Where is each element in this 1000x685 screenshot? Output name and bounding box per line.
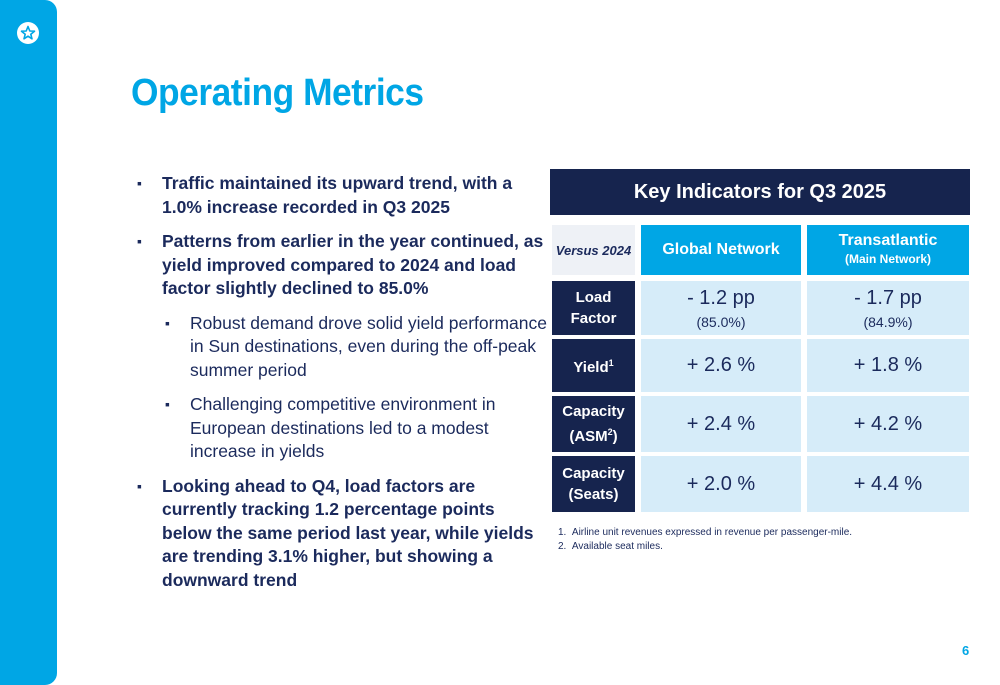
versus-label: Versus 2024	[552, 225, 635, 275]
row-label: Factor	[570, 310, 617, 327]
bullet-list: Traffic maintained its upward trend, wit…	[137, 172, 547, 603]
sub-bullet-item: Challenging competitive environment in E…	[137, 393, 547, 464]
table-cell: - 1.2 pp (85.0%)	[641, 281, 801, 335]
footnote: 1. Airline unit revenues expressed in re…	[558, 527, 853, 538]
row-header-capacity-asm: Capacity (ASM2)	[552, 396, 635, 452]
cell-value: + 1.8 %	[853, 354, 923, 376]
cell-value: + 4.4 %	[853, 472, 923, 495]
table-cell: + 1.8 %	[807, 339, 969, 392]
sidebar-band	[0, 0, 57, 685]
column-header-transatlantic-label: Transatlantic	[838, 232, 938, 249]
row-header-yield: Yield1	[552, 339, 635, 392]
footnote: 2. Available seat miles.	[558, 541, 663, 552]
cell-value: - 1.2 pp	[687, 286, 755, 309]
column-header-transatlantic: Transatlantic (Main Network)	[807, 225, 969, 275]
row-label: Yield1	[573, 358, 614, 376]
bullet-item: Looking ahead to Q4, load factors are cu…	[137, 475, 547, 593]
row-label: Load	[575, 289, 612, 306]
table-cell: + 2.4 %	[641, 396, 801, 452]
cell-value: + 4.2 %	[853, 412, 923, 435]
table-cell: + 2.6 %	[641, 339, 801, 392]
table-cell: - 1.7 pp (84.9%)	[807, 281, 969, 335]
page-number: 6	[962, 643, 970, 658]
bullet-item: Patterns from earlier in the year contin…	[137, 230, 547, 301]
logo	[17, 22, 39, 44]
column-header-global-label: Global Network	[662, 241, 780, 258]
row-label: (ASM2)	[569, 427, 618, 445]
row-header-capacity-seats: Capacity (Seats)	[552, 456, 635, 512]
footnotes: 1. Airline unit revenues expressed in re…	[558, 526, 852, 554]
sub-bullet-item: Robust demand drove solid yield performa…	[137, 312, 547, 383]
cell-value: + 2.4 %	[686, 412, 756, 435]
cell-value: - 1.7 pp	[854, 286, 922, 309]
row-header-load-factor: Load Factor	[552, 281, 635, 335]
table-title: Key Indicators for Q3 2025	[550, 169, 970, 215]
bullet-item: Traffic maintained its upward trend, wit…	[137, 172, 547, 219]
row-label: Capacity	[562, 465, 625, 482]
cell-value: + 2.6 %	[686, 354, 756, 376]
star-icon	[20, 25, 36, 40]
page-title: Operating Metrics	[131, 72, 424, 114]
cell-value: + 2.0 %	[686, 472, 756, 495]
table-cell: + 2.0 %	[641, 456, 801, 512]
cell-subvalue: (85.0%)	[696, 313, 746, 330]
table-cell: + 4.4 %	[807, 456, 969, 512]
table-cell: + 4.2 %	[807, 396, 969, 452]
column-header-transatlantic-sub: (Main Network)	[844, 252, 931, 266]
cell-subvalue: (84.9%)	[863, 313, 913, 330]
row-label: Capacity	[562, 403, 625, 420]
row-label: (Seats)	[568, 486, 619, 503]
column-header-global: Global Network	[641, 225, 801, 275]
